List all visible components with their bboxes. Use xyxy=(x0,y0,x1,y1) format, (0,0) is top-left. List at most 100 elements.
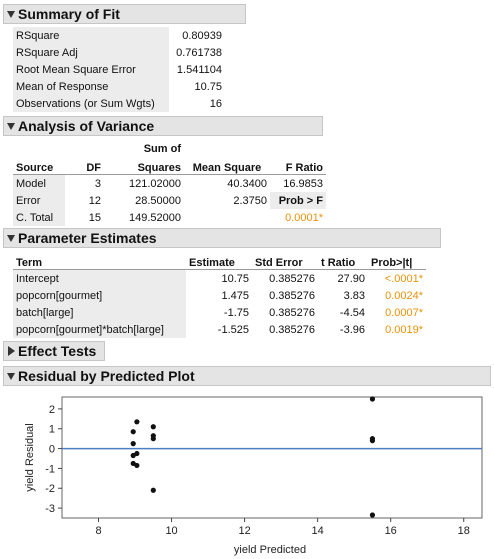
col-estimate: Estimate xyxy=(186,252,252,270)
x-tick-label: 12 xyxy=(238,525,250,537)
data-point xyxy=(134,462,140,469)
disclosure-triangle-open-icon[interactable] xyxy=(5,8,17,20)
x-axis-label: yield Predicted xyxy=(234,544,306,556)
df-cell: 15 xyxy=(88,211,101,224)
stat-value: 0.80939 xyxy=(182,29,222,42)
ss-cell: 28.50000 xyxy=(135,194,181,207)
y-tick-label: 2 xyxy=(49,404,55,416)
std-error-cell: 0.385276 xyxy=(269,323,315,336)
col-mean-square: Mean Square xyxy=(184,140,270,175)
source-cell: C. Total xyxy=(13,209,65,226)
col-term: Term xyxy=(13,252,186,270)
data-point xyxy=(150,436,156,442)
col-ss-top: Sum of xyxy=(143,142,181,155)
source-cell: Model xyxy=(13,174,65,192)
section-title: Parameter Estimates xyxy=(18,230,157,246)
x-tick-label: 10 xyxy=(165,525,177,537)
y-tick-label: 1 xyxy=(49,424,55,436)
data-point xyxy=(134,450,140,457)
y-tick-label: -2 xyxy=(45,483,55,495)
data-point xyxy=(134,419,140,425)
x-tick-label: 14 xyxy=(312,525,324,537)
t-ratio-cell: 27.90 xyxy=(337,272,365,285)
table-row: popcorn[gourmet]*batch[large] -1.525 0.385… xyxy=(13,321,426,338)
term-cell: popcorn[gourmet] xyxy=(13,287,186,304)
disclosure-triangle-open-icon[interactable] xyxy=(5,370,17,382)
prob-t-cell: 0.0019* xyxy=(385,323,423,336)
table-row: Observations (or Sum Wgts) 16 xyxy=(13,95,225,112)
x-tick-label: 8 xyxy=(95,525,101,537)
col-source: Source xyxy=(13,140,65,175)
table-row: C. Total 15 149.52000 0.0001* xyxy=(13,209,326,226)
t-ratio-cell: -4.54 xyxy=(339,306,365,319)
prob-t-cell: 0.0007* xyxy=(385,306,423,319)
analysis-of-variance-header[interactable]: Analysis of Variance xyxy=(3,116,323,136)
df-cell: 12 xyxy=(88,194,101,207)
estimate-cell: 1.475 xyxy=(221,289,249,302)
term-cell: Intercept xyxy=(13,269,186,287)
stat-label: Mean of Response xyxy=(13,78,169,95)
ss-cell: 121.02000 xyxy=(129,177,181,190)
data-point xyxy=(369,438,376,444)
parameter-estimates-table: Term Estimate Std Error t Ratio Prob>|t|… xyxy=(13,252,426,338)
data-point xyxy=(369,396,376,402)
prob-t-cell: <.0001* xyxy=(384,272,423,285)
disclosure-triangle-closed-icon[interactable] xyxy=(5,345,17,357)
table-row: RSquare 0.80939 xyxy=(13,27,225,44)
prob-f-value: 0.0001* xyxy=(285,211,323,224)
table-row: Error 12 28.50000 2.3750 Prob > F xyxy=(13,192,326,209)
data-point xyxy=(150,487,156,493)
disclosure-triangle-open-icon[interactable] xyxy=(5,120,17,132)
stat-label: Root Mean Square Error xyxy=(13,61,169,78)
plot-frame xyxy=(61,396,483,519)
estimate-cell: 10.75 xyxy=(221,272,249,285)
stat-value: 10.75 xyxy=(194,80,222,93)
table-row: Mean of Response 10.75 xyxy=(13,78,225,95)
residual-plot-header[interactable]: Residual by Predicted Plot xyxy=(3,366,491,386)
anova-table: Source DF Sum of Mean Square F Ratio Squ… xyxy=(13,140,326,226)
table-row: Root Mean Square Error 1.541104 xyxy=(13,61,225,78)
data-point xyxy=(130,441,136,447)
table-row: popcorn[gourmet] 1.475 0.385276 3.83 0.0024* xyxy=(13,287,426,304)
col-df: DF xyxy=(65,140,104,175)
stat-label: Observations (or Sum Wgts) xyxy=(13,95,169,112)
estimate-cell: -1.75 xyxy=(223,306,249,319)
ms-cell: 40.3400 xyxy=(227,177,267,190)
data-point xyxy=(150,424,156,430)
stat-value: 0.761738 xyxy=(176,46,222,59)
col-f-ratio: F Ratio xyxy=(270,140,326,175)
ms-cell: 2.3750 xyxy=(233,194,267,207)
effect-tests-header[interactable]: Effect Tests xyxy=(3,341,105,361)
table-row: Intercept 10.75 0.385276 27.90 <.0001* xyxy=(13,269,426,287)
std-error-cell: 0.385276 xyxy=(269,289,315,302)
t-ratio-cell: 3.83 xyxy=(343,289,365,302)
col-prob-t: Prob>|t| xyxy=(368,252,426,270)
section-title: Effect Tests xyxy=(18,343,97,359)
y-axis-label: yield Residual xyxy=(24,423,36,491)
y-tick-label: -1 xyxy=(45,463,55,475)
disclosure-triangle-open-icon[interactable] xyxy=(5,232,17,244)
y-tick-label: 0 xyxy=(49,444,55,456)
term-cell: batch[large] xyxy=(13,304,186,321)
section-title: Summary of Fit xyxy=(18,6,120,22)
prob-f-label: Prob > F xyxy=(270,192,326,209)
table-row: Model 3 121.02000 40.3400 16.9853 xyxy=(13,174,326,192)
f-cell: 16.9853 xyxy=(283,177,323,190)
estimate-cell: -1.525 xyxy=(217,323,249,336)
table-row: RSquare Adj 0.761738 xyxy=(13,44,225,61)
df-cell: 3 xyxy=(94,177,101,190)
stat-value: 16 xyxy=(209,97,222,110)
data-point xyxy=(369,512,376,518)
parameter-estimates-header[interactable]: Parameter Estimates xyxy=(3,228,441,248)
data-point xyxy=(130,429,136,435)
stat-label: RSquare xyxy=(13,27,169,44)
std-error-cell: 0.385276 xyxy=(269,272,315,285)
y-tick-label: -3 xyxy=(45,503,55,515)
source-cell: Error xyxy=(13,192,65,209)
col-ss-bottom: Squares xyxy=(104,157,184,175)
section-title: Residual by Predicted Plot xyxy=(18,368,195,384)
summary-of-fit-header[interactable]: Summary of Fit xyxy=(3,4,246,24)
table-row: batch[large] -1.75 0.385276 -4.54 0.0007* xyxy=(13,304,426,321)
section-title: Analysis of Variance xyxy=(18,118,155,134)
